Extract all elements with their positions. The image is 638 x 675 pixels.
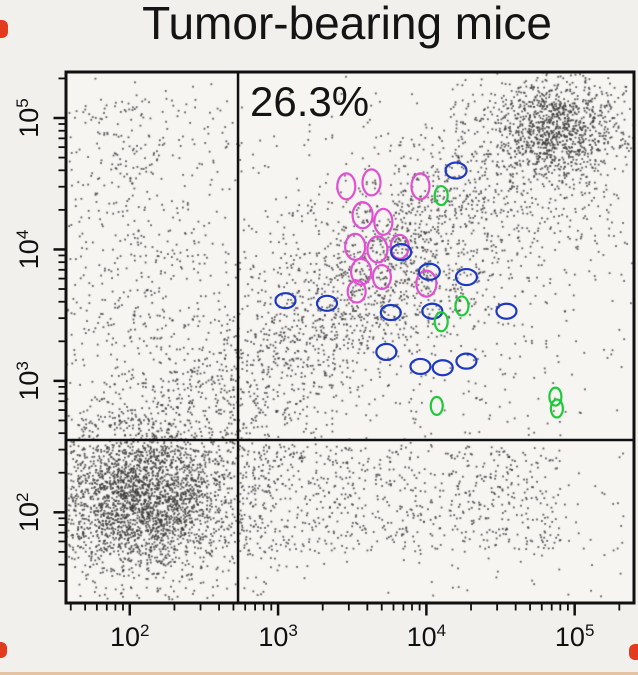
x-tick-label: 105 bbox=[555, 621, 595, 652]
chart-title: Tumor-bearing mice bbox=[142, 0, 552, 49]
plot-border bbox=[64, 70, 636, 605]
blue-annotation-ellipse bbox=[315, 294, 339, 312]
x-tick-label: 102 bbox=[110, 621, 150, 652]
blue-annotation-ellipse bbox=[390, 242, 413, 262]
blue-annotation-ellipse bbox=[454, 267, 479, 287]
green-annotation-ellipse bbox=[433, 184, 449, 207]
magenta-annotation-ellipse bbox=[336, 172, 357, 201]
bottom-edge-line bbox=[0, 672, 638, 675]
blue-annotation-ellipse bbox=[431, 359, 454, 377]
blue-annotation-ellipse bbox=[495, 302, 518, 320]
red-artifact-mark-bottom-right bbox=[629, 644, 638, 660]
gate-percentage-label: 26.3% bbox=[250, 78, 369, 125]
magenta-annotation-ellipse bbox=[371, 263, 392, 291]
green-annotation-ellipse bbox=[433, 311, 449, 333]
x-axis-ticks bbox=[69, 604, 621, 616]
green-annotation-ellipse bbox=[429, 395, 444, 416]
magenta-annotation-ellipse bbox=[366, 235, 389, 264]
y-tick-label: 104 bbox=[13, 230, 44, 270]
green-annotation-ellipse bbox=[549, 398, 564, 419]
x-tick-label: 104 bbox=[407, 621, 447, 652]
magenta-annotation-ellipse bbox=[344, 232, 367, 261]
red-artifact-mark-bottom-left bbox=[0, 642, 7, 658]
blue-annotation-ellipse bbox=[274, 292, 297, 310]
green-annotation-ellipse bbox=[548, 386, 563, 407]
magenta-annotation-ellipse bbox=[350, 257, 373, 286]
magenta-annotation-ellipse bbox=[351, 201, 374, 230]
magenta-annotation-ellipse bbox=[346, 279, 367, 304]
blue-annotation-ellipse bbox=[417, 262, 441, 281]
y-axis-ticks bbox=[53, 77, 65, 582]
y-tick-label: 102 bbox=[13, 493, 44, 533]
scatter-dots-canvas bbox=[66, 72, 634, 603]
y-tick-label: 105 bbox=[13, 98, 44, 138]
blue-annotation-ellipse bbox=[409, 357, 432, 376]
red-artifact-mark-top-left bbox=[0, 20, 8, 38]
magenta-annotation-ellipse bbox=[415, 269, 438, 298]
blue-annotation-ellipse bbox=[444, 161, 468, 180]
blue-annotation-ellipse bbox=[375, 342, 398, 362]
y-tick-label: 103 bbox=[13, 361, 44, 401]
blue-annotation-ellipse bbox=[421, 302, 444, 320]
annotation-ellipses bbox=[274, 161, 564, 419]
green-annotation-ellipse bbox=[454, 295, 470, 317]
magenta-annotation-ellipse bbox=[373, 207, 394, 236]
blue-annotation-ellipse bbox=[455, 352, 478, 370]
x-tick-label: 103 bbox=[258, 621, 298, 652]
blue-annotation-ellipse bbox=[379, 303, 402, 322]
magenta-annotation-ellipse bbox=[361, 168, 382, 197]
magenta-annotation-ellipse bbox=[410, 172, 431, 201]
